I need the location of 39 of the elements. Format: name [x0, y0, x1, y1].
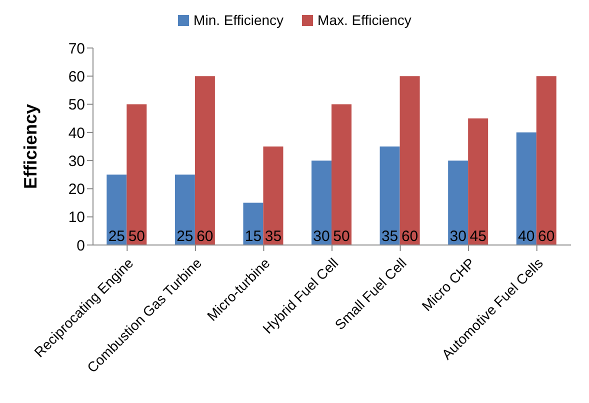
bar [400, 76, 420, 245]
y-tick-label: 20 [68, 181, 85, 198]
data-label: 40 [518, 228, 535, 245]
data-label: 60 [538, 228, 555, 245]
data-label: 30 [450, 228, 466, 245]
legend-label: Max. Efficiency [316, 12, 412, 28]
bar [126, 104, 147, 245]
legend-label: Min. Efficiency [192, 12, 284, 28]
bar [263, 146, 284, 245]
bar [243, 202, 264, 245]
data-label: 35 [264, 228, 282, 245]
bar [174, 174, 195, 245]
data-label: 50 [333, 228, 350, 245]
data-label: 15 [244, 228, 262, 245]
y-tick-label: 40 [68, 124, 85, 142]
bar [448, 160, 468, 245]
bar [312, 160, 332, 245]
data-label: 50 [128, 228, 145, 245]
bar [516, 132, 536, 245]
data-label: 60 [196, 228, 214, 245]
data-label: 25 [108, 228, 125, 245]
y-tick-label: 60 [68, 68, 85, 86]
data-label: 30 [313, 228, 330, 245]
bar [106, 174, 127, 245]
data-label: 25 [176, 228, 194, 245]
y-tick-label: 10 [68, 209, 85, 226]
bar [194, 76, 215, 245]
bar [380, 146, 400, 245]
data-label: 35 [381, 228, 398, 245]
bar [468, 118, 488, 245]
bar [536, 76, 556, 245]
y-tick-label: 0 [76, 237, 85, 254]
y-axis-title: Efficiency [20, 104, 40, 190]
y-tick-label: 70 [68, 40, 85, 58]
data-label: 45 [470, 228, 486, 245]
y-tick-label: 50 [68, 96, 85, 114]
y-tick-label: 30 [68, 152, 85, 170]
data-label: 60 [401, 228, 418, 245]
bar [332, 104, 352, 245]
